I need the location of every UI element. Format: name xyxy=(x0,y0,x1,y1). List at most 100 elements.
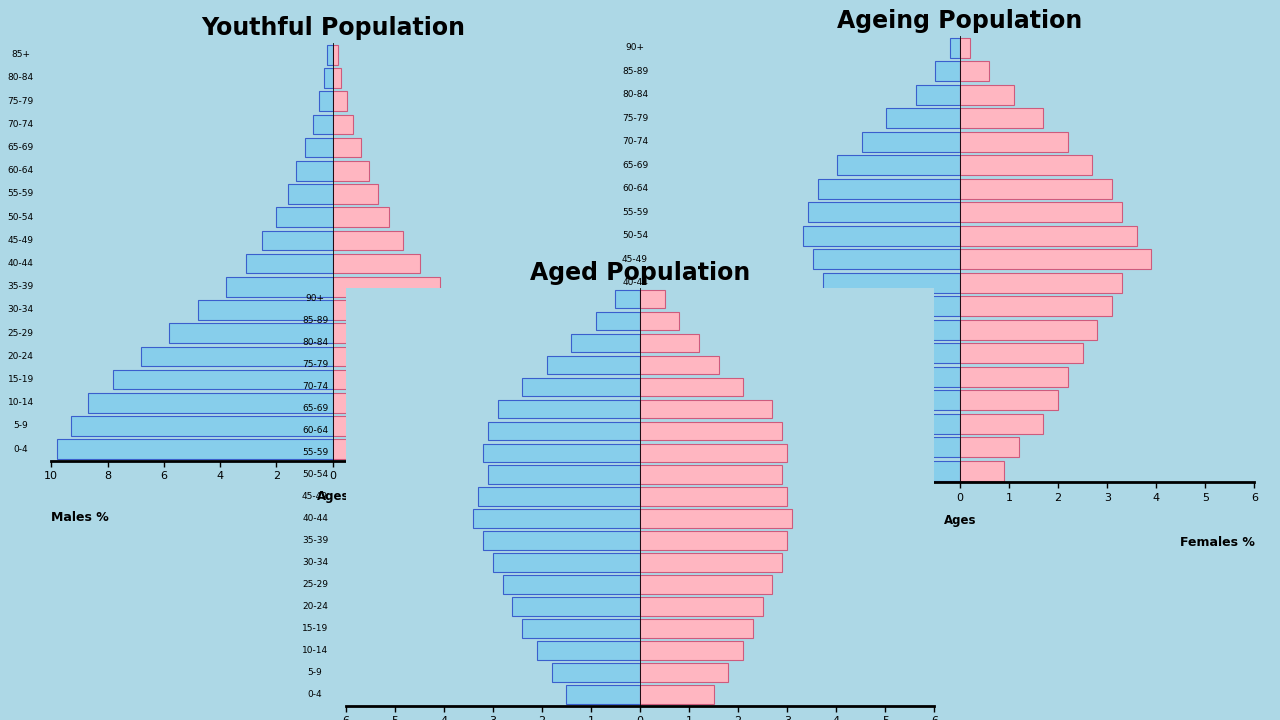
Bar xyxy=(328,45,333,65)
Bar xyxy=(333,45,338,65)
Bar xyxy=(113,370,333,390)
Bar xyxy=(333,300,468,320)
Bar xyxy=(960,156,1093,175)
Bar xyxy=(522,619,640,638)
Bar xyxy=(333,346,525,366)
Bar xyxy=(803,226,960,246)
Bar xyxy=(640,685,714,704)
Bar xyxy=(640,421,782,440)
Bar xyxy=(842,320,960,340)
Bar xyxy=(70,416,333,436)
Bar xyxy=(566,685,640,704)
Bar xyxy=(333,114,352,134)
Bar xyxy=(640,289,664,308)
Bar xyxy=(960,343,1083,363)
Bar xyxy=(141,346,333,366)
Bar xyxy=(960,437,1019,457)
Bar xyxy=(640,333,699,352)
Bar xyxy=(960,296,1112,316)
Bar xyxy=(960,179,1112,199)
Bar xyxy=(333,207,389,227)
Bar xyxy=(936,61,960,81)
Bar xyxy=(262,230,333,251)
Bar xyxy=(640,444,787,462)
Bar xyxy=(823,273,960,292)
Bar xyxy=(596,312,640,330)
Text: Females %: Females % xyxy=(1180,536,1254,549)
Bar xyxy=(333,138,361,158)
Bar xyxy=(474,510,640,528)
Bar xyxy=(333,370,553,390)
Bar xyxy=(324,68,333,88)
Bar xyxy=(522,377,640,396)
Bar xyxy=(498,400,640,418)
Bar xyxy=(640,466,782,484)
Bar xyxy=(808,202,960,222)
Bar xyxy=(640,575,773,594)
Bar xyxy=(276,207,333,227)
Bar xyxy=(861,132,960,152)
Bar xyxy=(960,202,1121,222)
Bar xyxy=(571,333,640,352)
Bar xyxy=(640,400,773,418)
Text: Ages: Ages xyxy=(943,513,977,526)
Bar xyxy=(552,663,640,682)
Bar xyxy=(333,416,586,436)
Bar xyxy=(483,531,640,550)
Bar xyxy=(960,414,1043,433)
Text: Males %: Males % xyxy=(51,511,109,524)
Bar xyxy=(886,108,960,128)
Bar xyxy=(333,68,342,88)
Title: Aged Population: Aged Population xyxy=(530,261,750,284)
Title: Youthful Population: Youthful Population xyxy=(201,16,465,40)
Bar xyxy=(640,619,753,638)
Bar xyxy=(861,366,960,387)
Bar xyxy=(547,356,640,374)
Bar xyxy=(960,390,1059,410)
Bar xyxy=(538,642,640,660)
Bar xyxy=(852,343,960,363)
Bar xyxy=(296,161,333,181)
Bar xyxy=(246,253,333,274)
Bar xyxy=(333,161,370,181)
Bar xyxy=(818,179,960,199)
Bar xyxy=(333,184,378,204)
Bar xyxy=(483,444,640,462)
Bar xyxy=(333,439,600,459)
Bar xyxy=(333,277,440,297)
Bar xyxy=(88,393,333,413)
Bar xyxy=(925,461,960,481)
Bar xyxy=(813,249,960,269)
Bar xyxy=(333,393,572,413)
Bar xyxy=(960,249,1152,269)
Bar xyxy=(960,37,970,58)
Bar xyxy=(640,598,763,616)
Bar xyxy=(169,323,333,343)
Text: Females %: Females % xyxy=(540,511,614,524)
Text: Ages: Ages xyxy=(316,490,349,503)
Bar xyxy=(56,439,333,459)
Bar xyxy=(319,91,333,111)
Bar xyxy=(960,108,1043,128)
Bar xyxy=(886,414,960,433)
Bar xyxy=(314,114,333,134)
Bar xyxy=(640,531,787,550)
Bar xyxy=(333,253,420,274)
Bar xyxy=(832,296,960,316)
Text: Males %: Males % xyxy=(666,536,723,549)
Bar xyxy=(960,85,1014,104)
Bar xyxy=(333,230,403,251)
Bar xyxy=(640,642,742,660)
Bar xyxy=(640,554,782,572)
Bar xyxy=(640,663,728,682)
Bar xyxy=(503,575,640,594)
Bar xyxy=(512,598,640,616)
Bar xyxy=(225,277,333,297)
Bar xyxy=(960,320,1097,340)
Bar xyxy=(640,510,792,528)
Bar xyxy=(960,226,1137,246)
Bar xyxy=(493,554,640,572)
Bar xyxy=(305,138,333,158)
Bar xyxy=(616,289,640,308)
Bar xyxy=(488,421,640,440)
